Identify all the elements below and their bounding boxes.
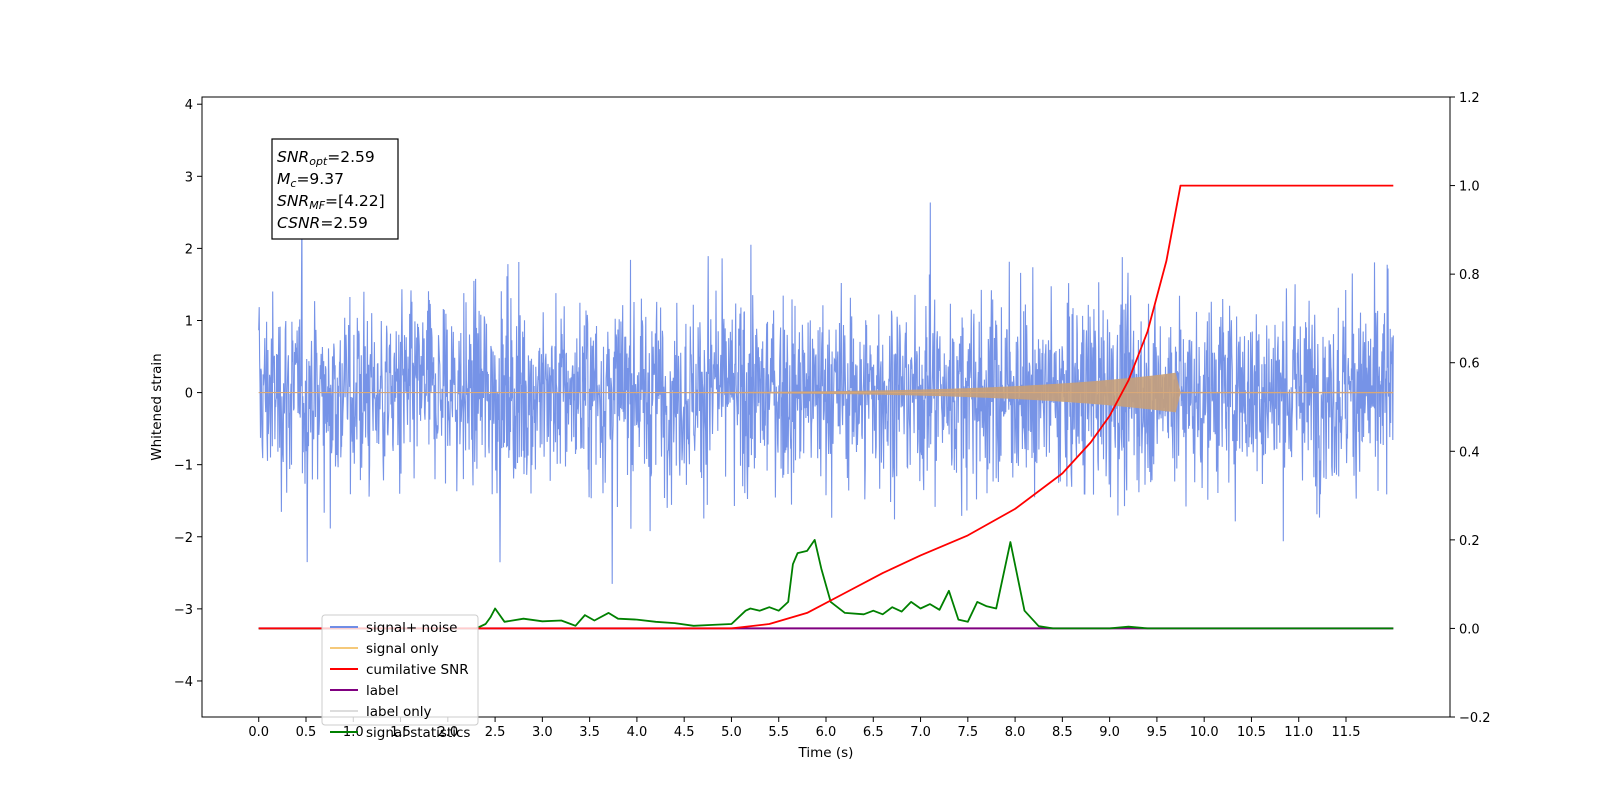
y-tick-label: 3: [185, 170, 193, 185]
x-tick-label: 6.0: [816, 725, 837, 740]
legend-label: label: [366, 683, 399, 699]
x-tick-label: 8.0: [1005, 725, 1026, 740]
x-tick-label: 11.5: [1332, 725, 1361, 740]
x-axis-label: Time (s): [798, 745, 854, 761]
y-axis-label: Whitened strain: [149, 353, 165, 460]
x-tick-label: 0.0: [248, 725, 269, 740]
annotation-line: SNRMF=[4.22]: [277, 192, 385, 212]
legend-frame: [321, 614, 479, 726]
x-tick-label: 3.0: [532, 725, 553, 740]
y2-tick-label: −0.2: [1459, 711, 1491, 726]
x-tick-label: 4.0: [627, 725, 648, 740]
series-signal-noise: [258, 202, 1394, 584]
x-tick-label: 0.5: [296, 725, 317, 740]
x-tick-label: 4.5: [674, 725, 695, 740]
y2-tick-label: 0.4: [1459, 445, 1480, 460]
legend-label: signal statistics: [366, 725, 470, 741]
y-tick-label: 4: [185, 98, 193, 113]
y2-axis-ticks: 1.2 1.0 0.8 0.6 0.4 0.2 0.0 −0.2: [1450, 91, 1491, 726]
x-tick-label: 9.5: [1147, 725, 1168, 740]
cumulative-snr-line: [258, 184, 1394, 630]
x-tick-label: 7.5: [957, 725, 978, 740]
y2-tick-label: 0.0: [1459, 622, 1480, 637]
y2-tick-label: 1.0: [1459, 180, 1480, 195]
y2-tick-label: 1.2: [1459, 91, 1480, 106]
legend-label: signal only: [366, 641, 439, 657]
annotation-frame: [271, 138, 399, 240]
x-tick-label: 10.5: [1237, 725, 1266, 740]
annotation-line: CSNR=2.59: [277, 214, 368, 232]
y-tick-label: 2: [185, 242, 193, 257]
y2-tick-label: 0.2: [1459, 534, 1480, 549]
y2-tick-label: 0.8: [1459, 268, 1480, 283]
signal-statistics-line: [258, 539, 1394, 630]
x-tick-label: 2.0: [437, 725, 458, 740]
legend-label: label only: [366, 704, 432, 720]
y-tick-label: −2: [174, 531, 193, 546]
annotation-line: Mc=9.37: [277, 170, 344, 190]
x-tick-label: 8.5: [1052, 725, 1073, 740]
y2-tick-label: 0.6: [1459, 357, 1480, 372]
legend-label: cumilative SNR: [366, 662, 469, 678]
annotation-line: SNRopt=2.59: [277, 148, 375, 168]
y-tick-label: −4: [174, 675, 193, 690]
x-tick-label: 2.5: [485, 725, 506, 740]
x-tick-label: 11.0: [1284, 725, 1313, 740]
legend: signal+ noise signal only cumilative SNR la…: [321, 614, 479, 741]
x-tick-label: 7.0: [910, 725, 931, 740]
x-tick-label: 5.0: [721, 725, 742, 740]
y-tick-label: 0: [185, 387, 193, 402]
y-tick-label: 1: [185, 314, 193, 329]
x-tick-label: 5.5: [768, 725, 789, 740]
x-tick-label: 9.0: [1099, 725, 1120, 740]
series-signal-only: [258, 372, 1394, 413]
plot-area: [258, 184, 1394, 630]
y-tick-label: −3: [174, 603, 193, 618]
x-tick-label: 6.5: [863, 725, 884, 740]
legend-label: signal+ noise: [366, 620, 457, 636]
x-tick-label: 3.5: [579, 725, 600, 740]
signal-noise-line: [258, 202, 1394, 584]
x-tick-label: 1.5: [390, 725, 411, 740]
y-tick-label: −1: [174, 459, 193, 474]
x-tick-label: 10.0: [1190, 725, 1219, 740]
y-axis-ticks: 4 3 2 1 0 −1 −2 −3 −4: [174, 98, 202, 690]
